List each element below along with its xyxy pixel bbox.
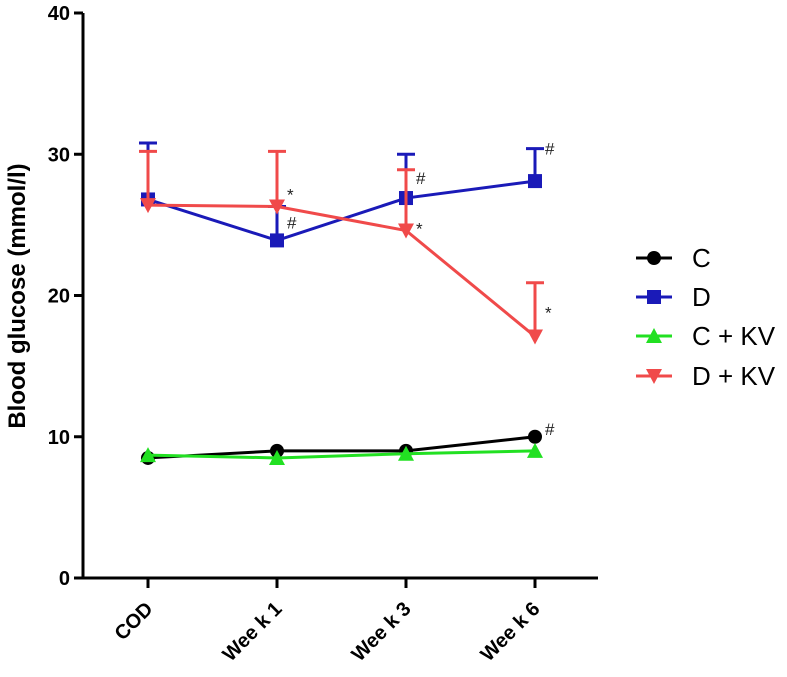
legend: CD C + KV D + KV <box>636 243 776 391</box>
data-point <box>140 447 156 463</box>
legend-item: C + KV <box>636 321 776 351</box>
x-tick-label: Wee k 6 <box>477 598 545 666</box>
data-point <box>527 442 543 458</box>
y-tick-label: 30 <box>48 144 70 166</box>
x-tick-label: Wee k 1 <box>219 598 287 666</box>
legend-label: C + KV <box>692 321 776 351</box>
series-c-kv <box>140 442 543 465</box>
series-line <box>147 179 536 242</box>
series-layer: # # # # * * * <box>139 140 555 465</box>
series-line <box>147 435 536 460</box>
significance-annotation: * <box>287 186 294 205</box>
data-point <box>527 329 543 345</box>
legend-label: D <box>692 282 711 312</box>
y-tick-label: 10 <box>48 427 70 449</box>
significance-annotation: # <box>545 140 555 159</box>
data-point <box>528 174 542 189</box>
data-point <box>270 233 284 248</box>
data-point <box>269 449 285 465</box>
y-axis-title: Blood glucose (mmol/l) <box>4 163 31 428</box>
legend-label: C <box>692 243 711 273</box>
legend-marker <box>647 251 661 265</box>
data-point <box>398 223 414 239</box>
data-point <box>140 198 156 214</box>
y-tick-label: 40 <box>48 3 70 25</box>
x-tick-label: COD <box>111 598 158 645</box>
significance-annotation: * <box>545 303 552 322</box>
data-point <box>398 445 414 461</box>
axes: 0 10 20 30 40 COD Wee k 1 Wee k 3 Wee k 6 <box>48 3 598 666</box>
legend-marker <box>647 290 661 304</box>
data-point <box>528 429 542 444</box>
data-point <box>269 199 285 215</box>
significance-annotation: # <box>545 420 555 439</box>
significance-annotation: # <box>416 169 426 188</box>
series-d: # # # <box>139 140 555 248</box>
legend-item: D + KV <box>636 361 776 391</box>
series-d-kv: * * * <box>139 149 552 345</box>
legend-item: C <box>636 243 711 273</box>
legend-marker <box>646 369 662 384</box>
significance-annotation: * <box>416 220 423 239</box>
x-tick-label: Wee k 3 <box>348 598 416 666</box>
significance-annotation: # <box>287 213 297 232</box>
series-line <box>147 203 536 338</box>
legend-item: D <box>636 282 711 312</box>
series-c: # <box>141 420 555 465</box>
legend-marker <box>646 328 662 343</box>
y-tick-label: 0 <box>59 568 70 590</box>
legend-label: D + KV <box>692 361 776 391</box>
y-tick-label: 20 <box>48 286 70 308</box>
series-line <box>147 449 536 460</box>
